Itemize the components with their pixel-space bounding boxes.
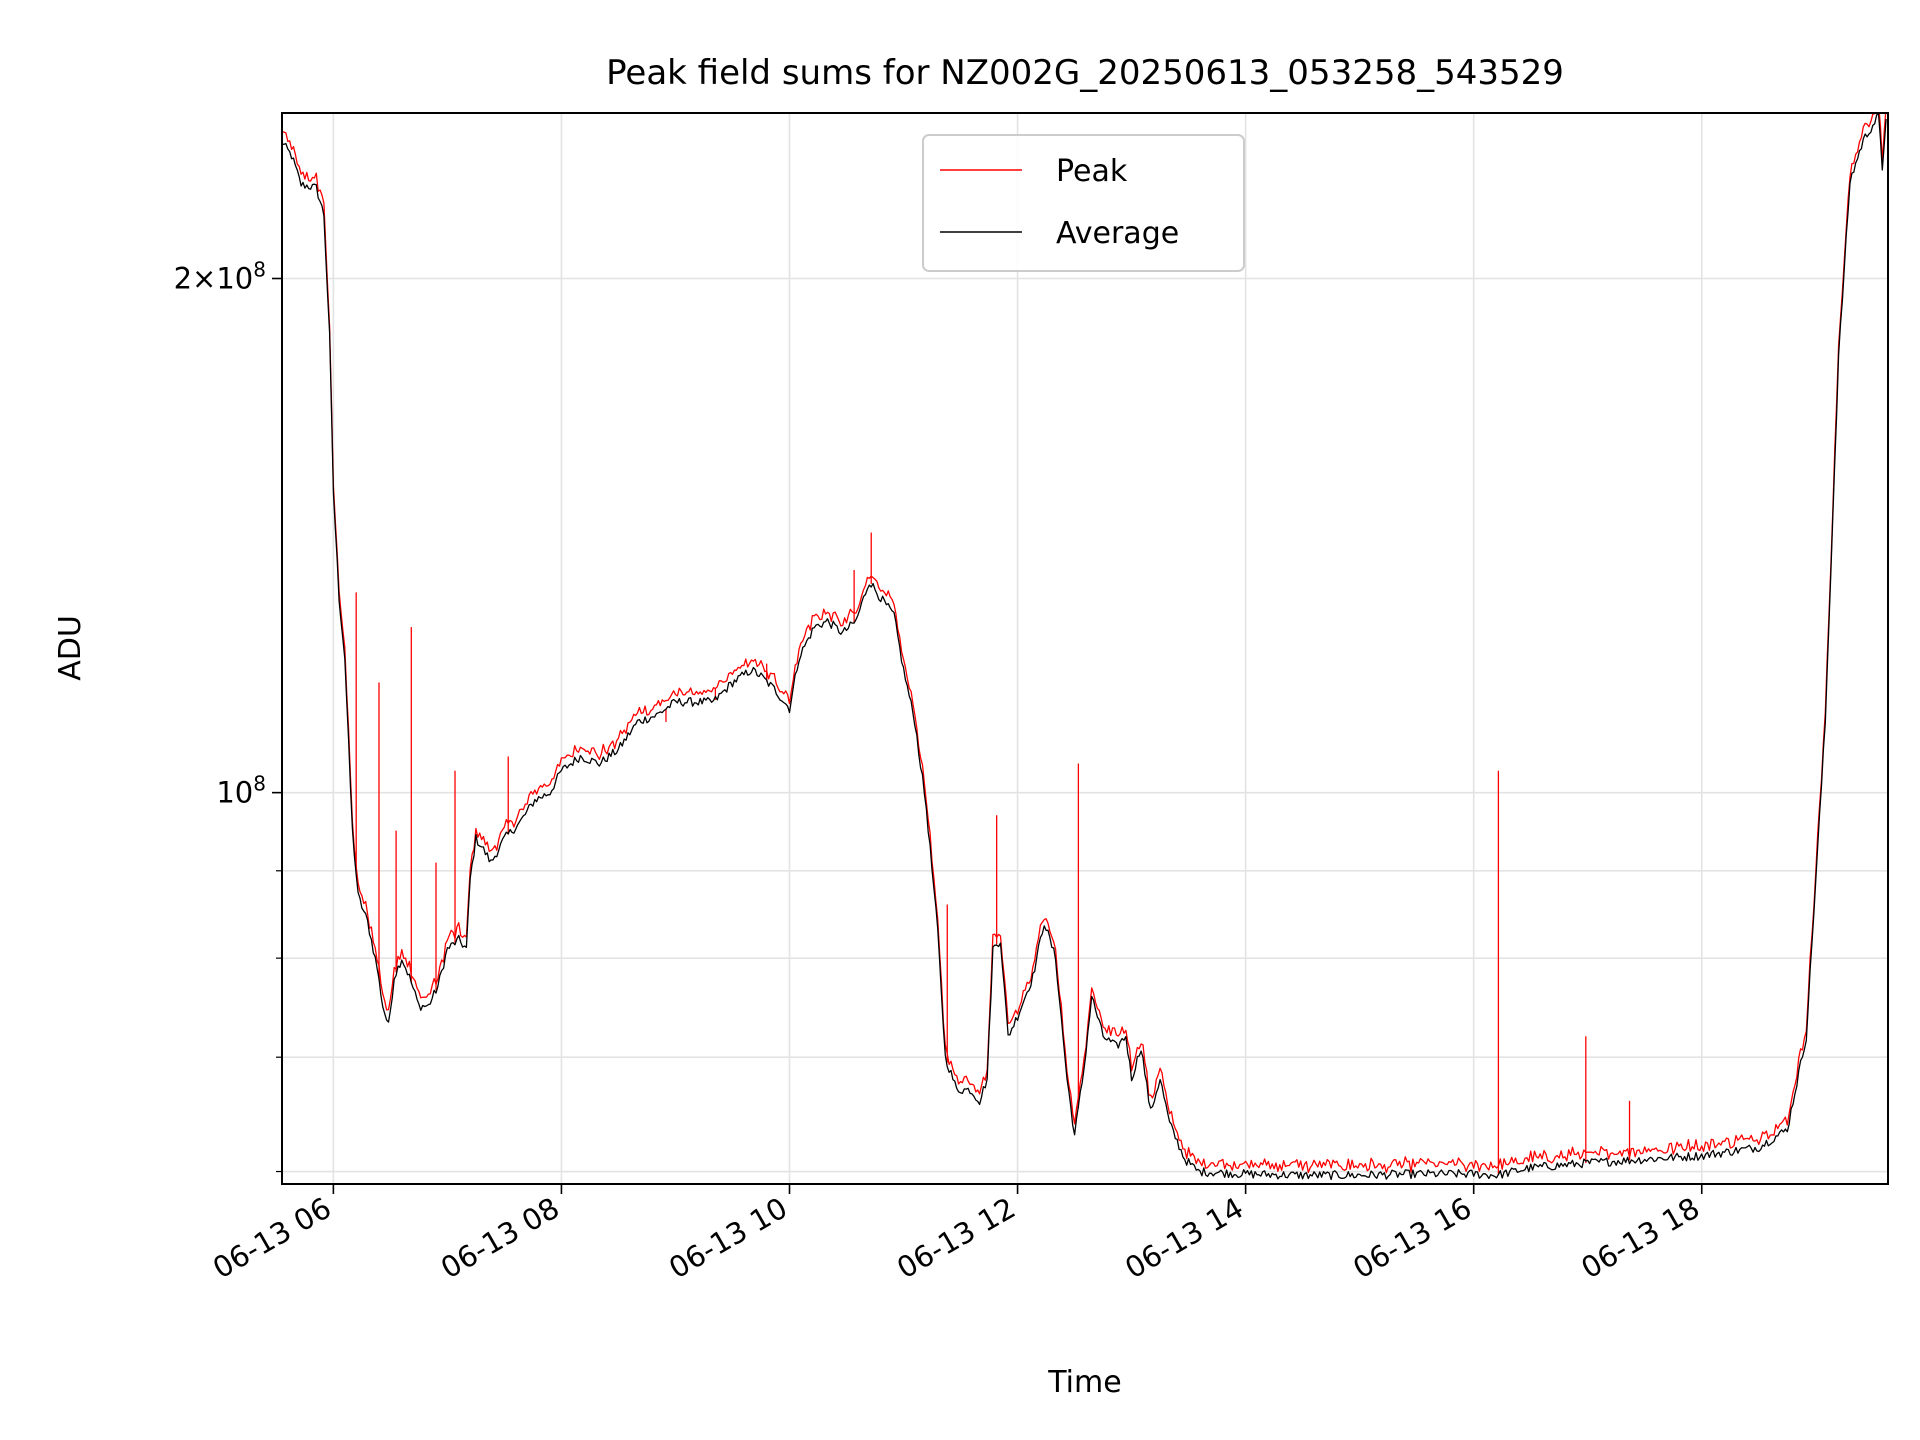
x-axis-label: Time — [1047, 1365, 1121, 1400]
y-axis-label: ADU — [53, 615, 88, 681]
y-axis-ticks: 108 2×108 — [174, 258, 282, 1173]
y-tick-label: 108 — [216, 772, 266, 810]
legend-label-peak: Peak — [1056, 154, 1128, 189]
legend-label-average: Average — [1056, 216, 1179, 251]
legend: Peak Average — [922, 134, 1245, 272]
grid — [282, 113, 1888, 1184]
plot-frame — [281, 112, 1889, 1185]
y-tick-label: 2×108 — [174, 258, 266, 296]
legend-box — [922, 134, 1245, 272]
series-layer — [282, 113, 1887, 1181]
series-peak-line — [282, 113, 1887, 1174]
chart-title: Peak field sums for NZ002G_20250613_0532… — [606, 53, 1564, 93]
series-average-line — [282, 113, 1887, 1181]
